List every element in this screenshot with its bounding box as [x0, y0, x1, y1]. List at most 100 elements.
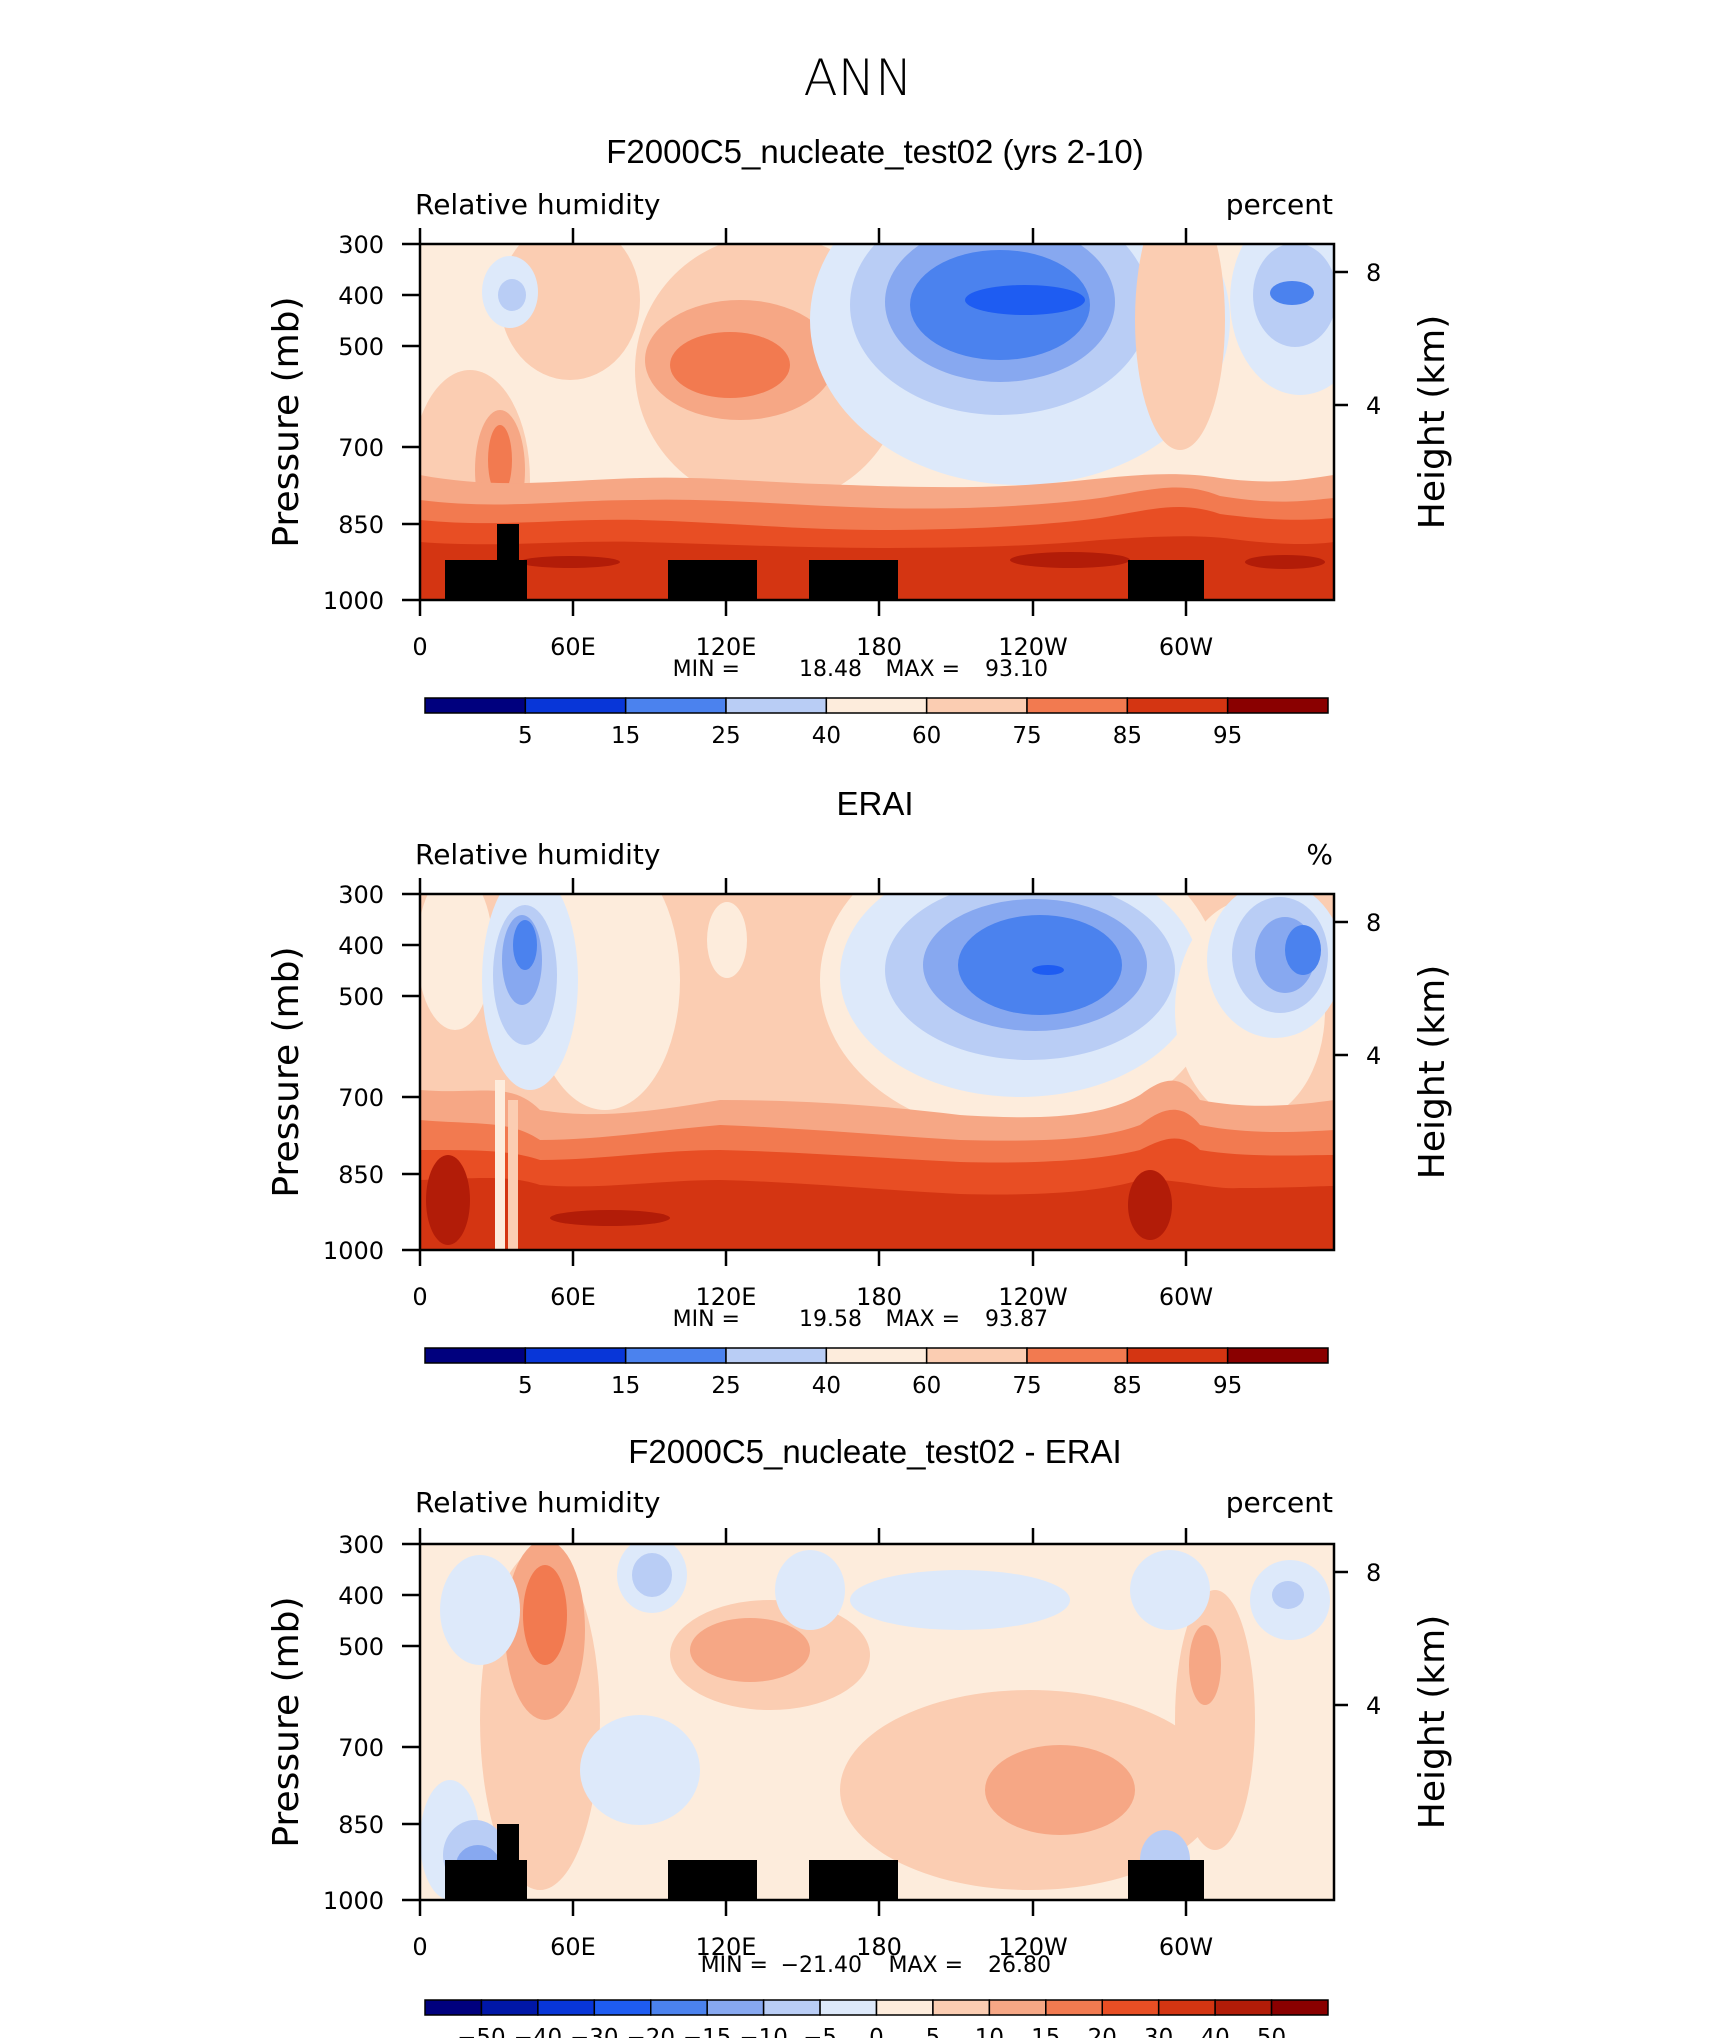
y-right-axis-title: Height (km): [1412, 315, 1453, 529]
y-axis-title: Pressure (mb): [266, 946, 307, 1197]
colorbar-swatch: [1101, 1999, 1160, 2016]
x-axis: [418, 1528, 1188, 1916]
colorbar-label: 75: [1012, 1373, 1041, 1399]
variable-label: Relative humidity: [415, 188, 660, 221]
colorbar-swatch: [1270, 1999, 1329, 2016]
x-tick-label: 60W: [1159, 1283, 1213, 1311]
units-label: percent: [1226, 188, 1333, 221]
colorbar-swatch: [1214, 1999, 1273, 2016]
y-tick-label: 700: [338, 1734, 384, 1762]
y-tick-label: 300: [338, 1531, 384, 1559]
y-right-tick-label: 8: [1366, 909, 1381, 937]
panel-title: F2000C5_nucleate_test02 (yrs 2-10): [606, 133, 1143, 170]
y-axis-title: Pressure (mb): [266, 1596, 307, 1847]
colorbar-label: 25: [711, 1373, 740, 1399]
min-label: MIN =: [673, 657, 740, 682]
contour-field: [420, 1544, 1334, 1900]
x-tick-label: 120W: [998, 1933, 1068, 1961]
colorbar-swatch: [480, 1999, 539, 2016]
contour-field: [420, 894, 1334, 1250]
x-tick-label: 120E: [696, 1283, 757, 1311]
colorbar-label: 30: [1144, 2025, 1173, 2038]
colorbar-label: 50: [1257, 2025, 1286, 2038]
colorbar-swatch: [725, 1347, 828, 1364]
panel-model: F2000C5_nucleate_test02 (yrs 2-10) Relat…: [266, 133, 1453, 749]
y-tick-label: 300: [338, 231, 384, 259]
colorbar-swatch: [624, 1347, 727, 1364]
colorbar-label: 5: [518, 1373, 533, 1399]
colorbar-label: 15: [611, 723, 640, 749]
colorbar-swatch: [988, 1999, 1047, 2016]
y-tick-label: 850: [338, 511, 384, 539]
y-tick-label: 700: [338, 434, 384, 462]
y-tick-label: 300: [338, 881, 384, 909]
y-right-tick-label: 8: [1366, 1559, 1381, 1587]
colorbar-label: −30: [570, 2025, 619, 2038]
x-tick-label: 60E: [550, 1283, 596, 1311]
plot-frame: [418, 242, 1336, 602]
colorbar: −50 −40 −30 −20 −15 −10 −5 0 5 10 15 20 30 40 50: [424, 1999, 1329, 2038]
panel-title: ERAI: [836, 785, 913, 822]
colorbar-label: 75: [1012, 723, 1041, 749]
y-axis-title: Pressure (mb): [266, 296, 307, 547]
colorbar-label: 25: [711, 723, 740, 749]
min-value: 18.48: [799, 657, 862, 682]
max-label: MAX =: [885, 1307, 960, 1332]
panel-difference: F2000C5_nucleate_test02 - ERAI Relative …: [266, 1433, 1453, 2038]
colorbar-label: −50: [457, 2025, 506, 2038]
y-axis: [402, 242, 1348, 602]
colorbar-swatch: [1157, 1999, 1216, 2016]
colorbar-swatch: [524, 697, 627, 714]
x-tick-label: 120W: [998, 1283, 1068, 1311]
colorbar-swatch: [1226, 1347, 1329, 1364]
colorbar-label: 15: [1031, 2025, 1060, 2038]
min-value: −21.40: [781, 1953, 862, 1978]
colorbar-swatch: [932, 1999, 991, 2016]
colorbar-label: 85: [1113, 1373, 1142, 1399]
colorbar-label: 95: [1213, 723, 1242, 749]
plot-frame: [418, 892, 1336, 1252]
colorbar-label: 60: [912, 1373, 941, 1399]
y-tick-label: 1000: [323, 587, 384, 615]
colorbar-swatch: [524, 1347, 627, 1364]
colorbar-swatch: [925, 697, 1028, 714]
colorbar-label: −20: [626, 2025, 675, 2038]
min-label: MIN =: [701, 1953, 768, 1978]
y-right-axis-title: Height (km): [1412, 965, 1453, 1179]
y-tick-label: 850: [338, 1811, 384, 1839]
colorbar-swatch: [1126, 697, 1229, 714]
x-tick-label: 180: [856, 1933, 902, 1961]
colorbar-swatch: [825, 1347, 928, 1364]
max-label: MAX =: [885, 657, 960, 682]
colorbar-swatch: [762, 1999, 821, 2016]
y-tick-label: 400: [338, 282, 384, 310]
x-axis: [418, 228, 1188, 616]
colorbar-swatch: [424, 1999, 483, 2016]
y-tick-label: 850: [338, 1161, 384, 1189]
colorbar-swatch: [1126, 1347, 1229, 1364]
colorbar-swatch: [706, 1999, 765, 2016]
colorbar: 5 15 25 40 60 75 85 95: [424, 1347, 1329, 1399]
variable-label: Relative humidity: [415, 1486, 660, 1519]
x-axis: [418, 878, 1188, 1266]
colorbar-swatch: [424, 697, 527, 714]
panel-observed: ERAI Relative humidity %: [266, 785, 1453, 1399]
colorbar-swatch: [424, 1347, 527, 1364]
x-tick-label: 120E: [696, 633, 757, 661]
y-tick-label: 1000: [323, 1887, 384, 1915]
units-label: %: [1306, 838, 1333, 871]
x-tick-label: 180: [856, 1283, 902, 1311]
units-label: percent: [1226, 1486, 1333, 1519]
min-value: 19.58: [799, 1307, 862, 1332]
x-tick-label: 0: [412, 633, 427, 661]
colorbar-swatch: [1026, 1347, 1129, 1364]
x-tick-label: 60E: [550, 1933, 596, 1961]
colorbar-label: 10: [975, 2025, 1004, 2038]
colorbar-swatch: [1226, 697, 1329, 714]
colorbar-swatch: [1026, 697, 1129, 714]
min-label: MIN =: [673, 1307, 740, 1332]
colorbar: 5 15 25 40 60 75 85 95: [424, 697, 1329, 749]
colorbar-label: 40: [1200, 2025, 1229, 2038]
plot-frame: [418, 1542, 1336, 1902]
